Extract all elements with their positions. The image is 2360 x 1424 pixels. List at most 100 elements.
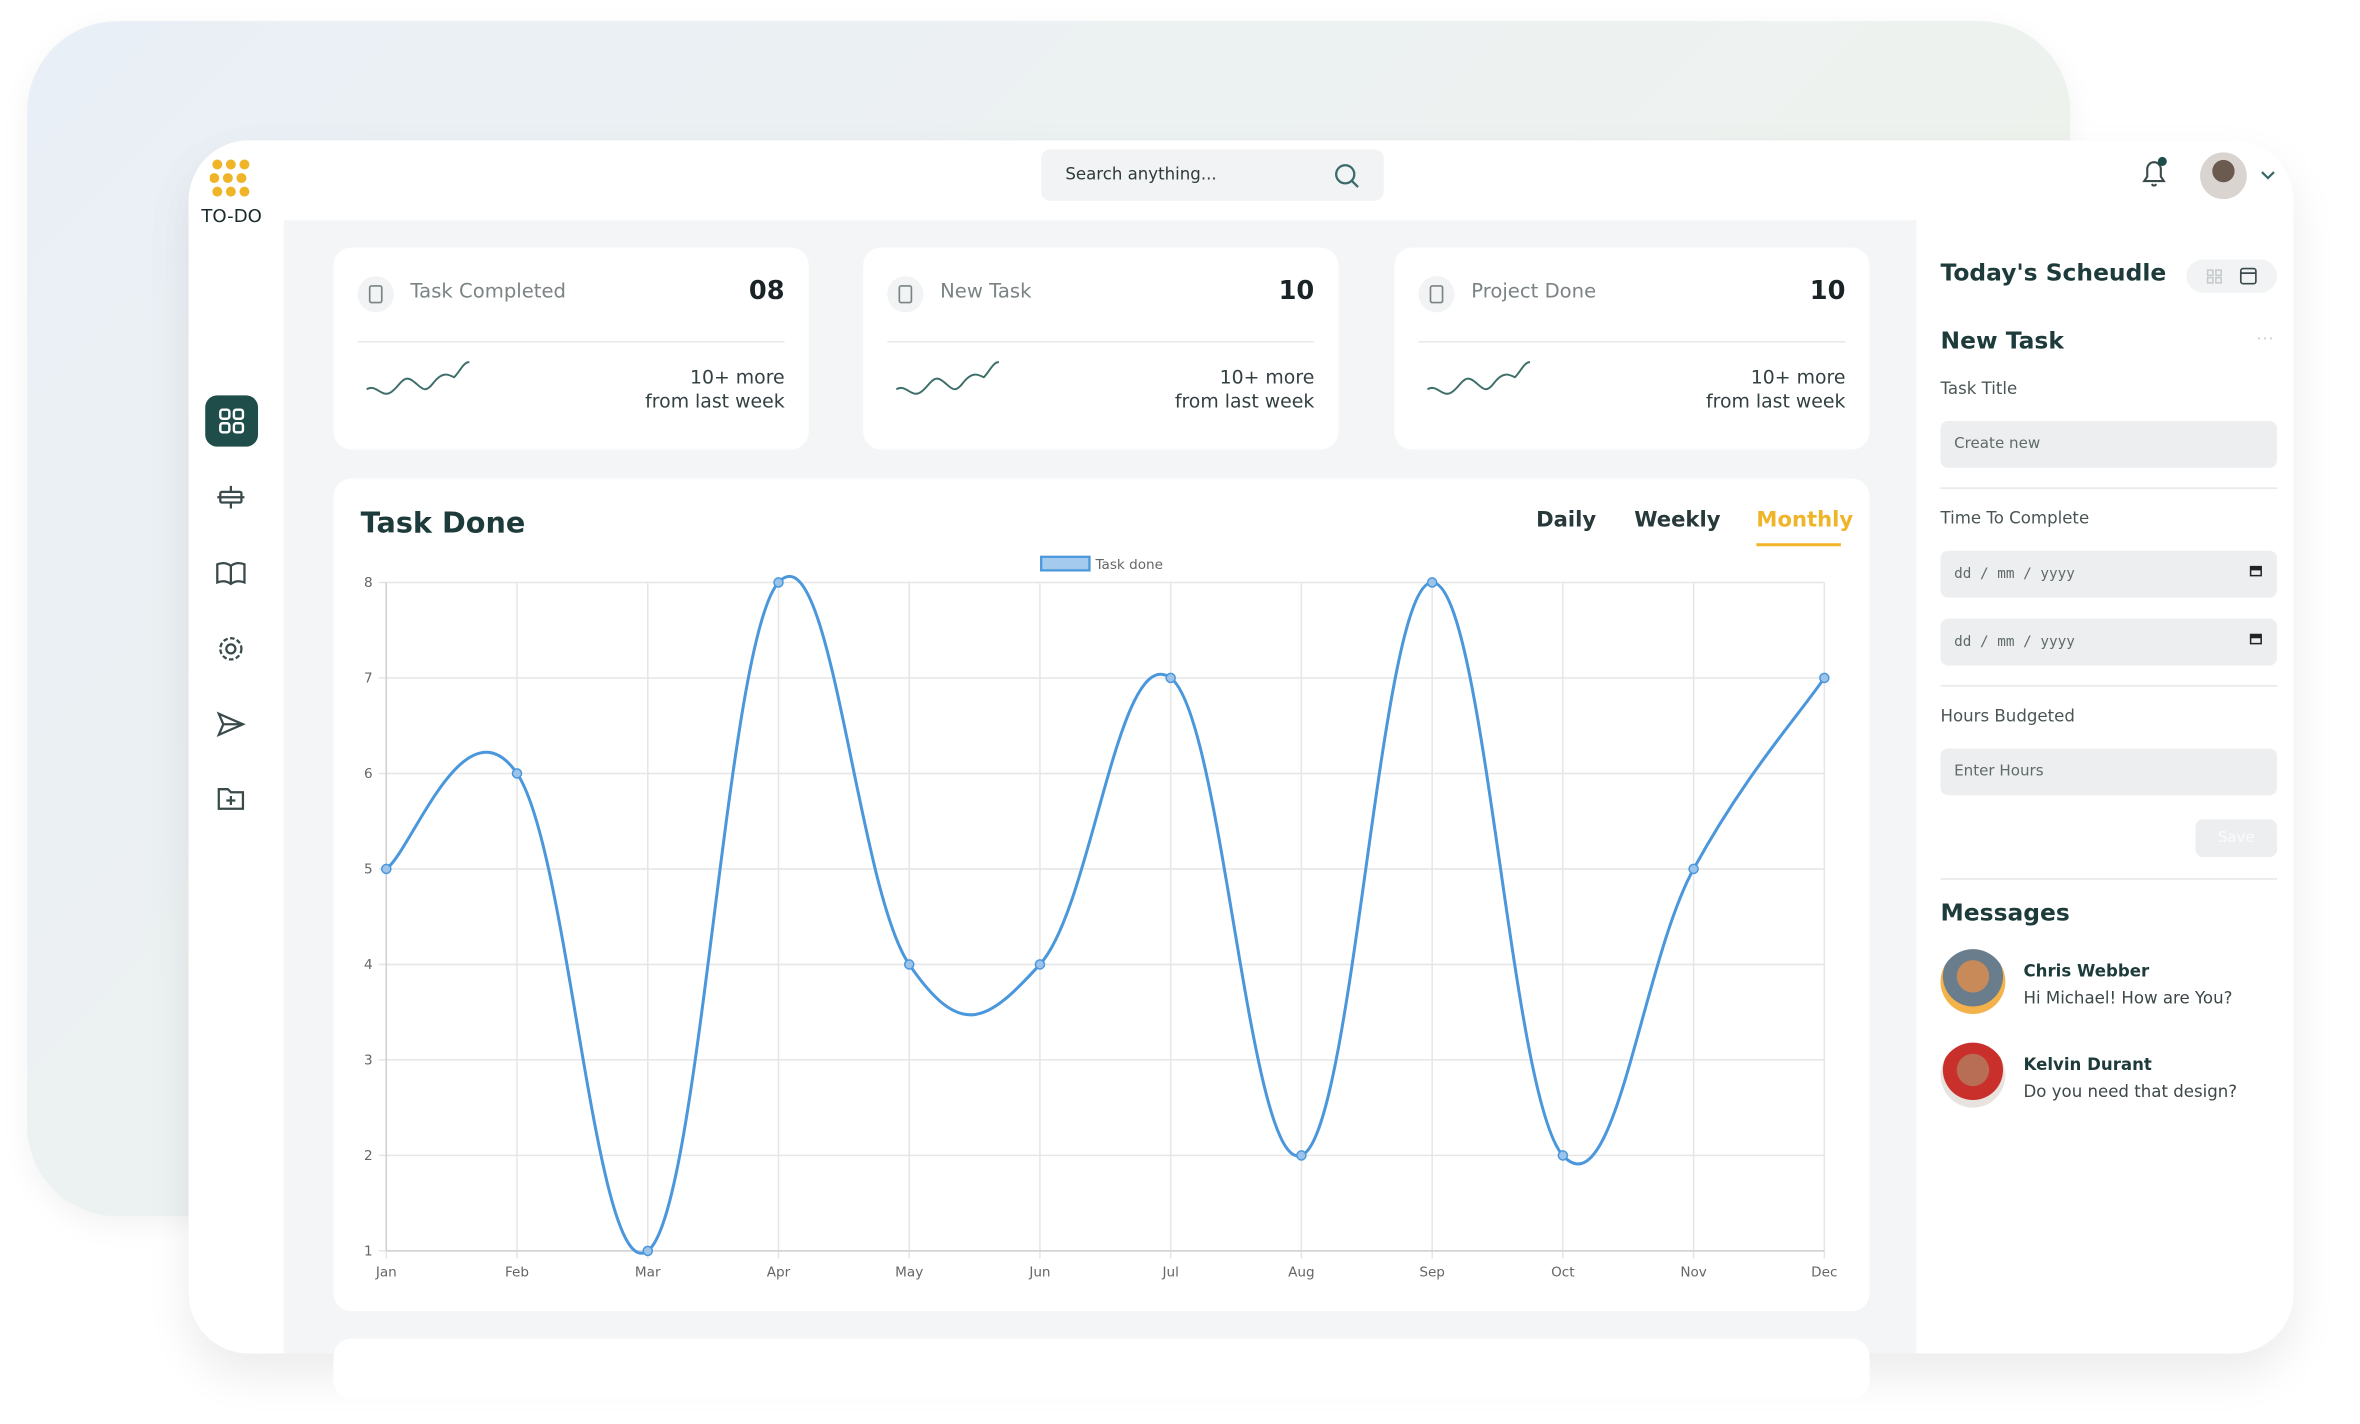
data-point	[773, 577, 784, 588]
schedule-title: Today's Scheudle	[1940, 259, 2167, 287]
date-placeholder: dd / mm / yyyy	[1954, 633, 2075, 651]
x-tick-label: Sep	[1419, 1265, 1445, 1281]
sparkline-path	[1426, 361, 1531, 395]
chart-tab[interactable]: Weekly	[1634, 508, 1721, 533]
stat-period: from last week	[1705, 389, 1846, 412]
data-point	[903, 959, 915, 970]
user-menu-chevron[interactable]	[2257, 164, 2278, 185]
sparkline	[1426, 361, 1531, 395]
x-tick-label: Jan	[375, 1265, 397, 1281]
brand: TO-DO	[201, 205, 262, 227]
stat-card: Project Done 10 10+ more from last week	[1394, 247, 1870, 450]
message-name[interactable]: Chris Webber	[2023, 961, 2150, 981]
chart-card: Task Done Jan Feb Mar Apr May Jun Jul Aug Sep Oct…	[333, 478, 1870, 1312]
stat-divider	[1418, 341, 1846, 343]
logo	[209, 159, 250, 197]
message-text: Do you need that design?	[2023, 1081, 2238, 1102]
stat-label: Task Completed	[410, 280, 566, 304]
message-text: Hi Michael! How are You?	[2023, 988, 2233, 1008]
x-tick-label: Aug	[1288, 1265, 1315, 1281]
message-avatar[interactable]	[1940, 949, 2006, 1015]
task-title-input[interactable]: Create new	[1940, 420, 2278, 468]
sparkline-path	[895, 361, 1000, 395]
nav-send[interactable]	[214, 708, 247, 741]
message-avatar[interactable]	[1940, 1042, 2006, 1108]
data-point	[1557, 1150, 1569, 1161]
user-avatar[interactable]	[2200, 152, 2247, 200]
y-tick-label: 7	[364, 670, 373, 686]
divider	[1940, 487, 2278, 489]
data-point	[1819, 672, 1830, 684]
y-tick-label: 3	[364, 1052, 373, 1068]
form-title: New Task	[1940, 327, 2064, 355]
data-point	[1426, 577, 1438, 588]
chart-title: Task Done	[360, 507, 526, 541]
chart-tab[interactable]: Monthly	[1756, 508, 1854, 533]
search-placeholder: Search anything...	[1065, 164, 1217, 185]
stat-value: 08	[748, 276, 785, 307]
view-toggle[interactable]	[2186, 259, 2278, 293]
legend-swatch	[1040, 555, 1091, 572]
y-tick-label: 4	[364, 957, 373, 973]
y-tick-label: 6	[364, 766, 373, 782]
nav-settings[interactable]	[214, 632, 247, 665]
hours-label: Hours Budgeted	[1940, 706, 2075, 726]
active-tab-underline	[1756, 543, 1841, 546]
stat-icon-shape	[368, 285, 383, 304]
stat-value: 10	[1278, 276, 1315, 307]
x-tick-label: May	[895, 1265, 923, 1281]
y-tick-label: 2	[364, 1148, 373, 1164]
stat-change: 10+ more	[1219, 365, 1315, 388]
x-tick-label: Dec	[1811, 1265, 1837, 1281]
x-tick-label: Jun	[1028, 1265, 1050, 1281]
nav-docs[interactable]	[214, 557, 247, 590]
message-name[interactable]: Kelvin Durant	[2023, 1054, 2152, 1075]
search-icon	[1335, 164, 1359, 188]
time-label: Time To Complete	[1940, 508, 2090, 529]
stat-period: from last week	[645, 389, 785, 412]
nav-dashboard[interactable]	[205, 395, 259, 447]
data-point	[511, 768, 523, 779]
x-tick-label: Jul	[1161, 1265, 1178, 1281]
search-box[interactable]: Search anything...	[1041, 149, 1384, 201]
stat-icon	[887, 276, 924, 313]
data-point	[381, 863, 392, 875]
nav-folder[interactable]	[214, 782, 247, 815]
form-menu[interactable]: ⋯	[2255, 327, 2276, 349]
data-point	[642, 1245, 654, 1257]
y-tick-label: 5	[364, 861, 373, 877]
task-title-label: Task Title	[1940, 378, 2018, 399]
legend-label: Task done	[1094, 557, 1163, 573]
stat-label: Project Done	[1471, 280, 1597, 304]
date-input-end[interactable]: dd / mm / yyyy	[1940, 618, 2278, 666]
x-tick-label: Nov	[1680, 1265, 1707, 1281]
stat-divider	[357, 341, 785, 343]
stat-icon-glyph	[898, 285, 913, 304]
stat-icon	[1418, 276, 1455, 313]
stat-change: 10+ more	[1750, 365, 1846, 388]
y-tick-label: 1	[364, 1243, 373, 1259]
sidebar: TO-DO	[188, 140, 284, 1354]
y-tick-label: 8	[364, 575, 373, 591]
next-card	[333, 1338, 1870, 1399]
stat-divider	[887, 341, 1315, 343]
stat-card: New Task 10 10+ more from last week	[863, 247, 1339, 450]
sparkline	[366, 361, 470, 395]
notification-bell[interactable]	[2138, 155, 2171, 191]
stat-card: Task Completed 08 10+ more from last week	[333, 247, 809, 450]
hours-input[interactable]: Enter Hours	[1940, 748, 2278, 796]
data-point	[1296, 1150, 1307, 1161]
sparkline	[895, 361, 1000, 395]
stat-change: 10+ more	[689, 365, 785, 388]
nav-tasks[interactable]	[214, 481, 247, 514]
data-point	[1165, 672, 1176, 684]
x-tick-label: Feb	[505, 1265, 529, 1281]
date-input-start[interactable]: dd / mm / yyyy	[1940, 550, 2278, 598]
divider	[1940, 685, 2278, 687]
series-line	[385, 574, 1826, 1255]
save-button[interactable]: Save	[2195, 819, 2278, 858]
x-tick-label: Mar	[635, 1265, 661, 1281]
chart-tab[interactable]: Daily	[1536, 508, 1597, 533]
stat-icon-glyph	[1429, 285, 1444, 304]
stat-label: New Task	[940, 280, 1032, 304]
